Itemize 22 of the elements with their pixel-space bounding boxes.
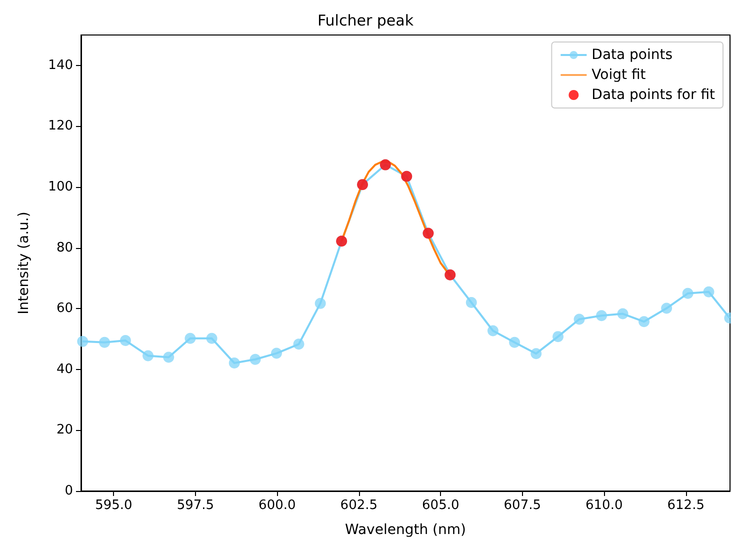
y-tick-label: 140 [48, 58, 73, 73]
x-tick-label: 612.5 [667, 498, 704, 513]
x-tick-label: 602.5 [340, 498, 378, 513]
legend-label: Data points [592, 47, 673, 63]
y-tick-label: 40 [56, 362, 73, 377]
x-tick-label: 610.0 [586, 498, 623, 513]
y-tick-label: 100 [48, 180, 73, 194]
y-tick-label: 60 [56, 301, 73, 316]
x-tick-label: 607.5 [504, 498, 541, 513]
chart-title: Fulcher peak [317, 12, 414, 30]
y-tick-label: 120 [48, 118, 73, 134]
x-tick-label: 600.0 [258, 498, 296, 513]
legend-label: Data points for fit [592, 87, 716, 103]
x-tick-label: 597.5 [176, 498, 214, 513]
x-axis-title: Wavelength (nm) [345, 522, 466, 538]
legend-label: Voigt fit [592, 67, 646, 83]
y-tick-label: 80 [56, 240, 73, 256]
y-axis-title: Intensity (a.u.) [16, 212, 32, 314]
y-tick-label: 20 [56, 422, 73, 438]
x-tick-label: 595.0 [95, 498, 132, 513]
x-tick-label: 605.0 [422, 498, 460, 513]
y-tick-label: 0 [64, 484, 73, 498]
